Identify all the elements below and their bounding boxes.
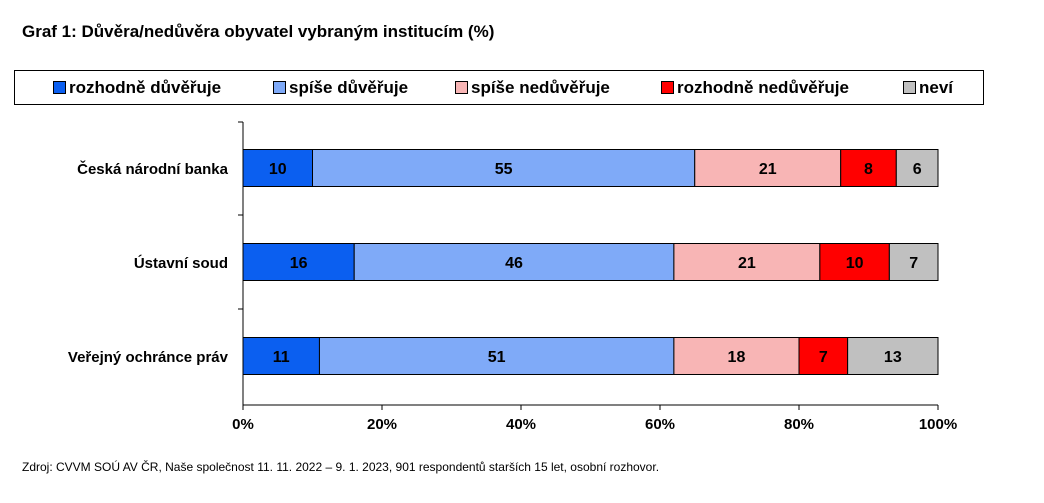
legend-label: rozhodně nedůvěřuje (677, 77, 849, 97)
bar-value-label: 18 (728, 349, 746, 366)
legend-swatch (903, 81, 916, 94)
chart-title: Graf 1: Důvěra/nedůvěra obyvatel vybraný… (22, 22, 495, 41)
legend-item: neví (903, 71, 953, 104)
legend-item: spíše nedůvěřuje (455, 71, 610, 104)
bar-segment (673, 243, 821, 281)
legend-label: rozhodně důvěřuje (69, 77, 222, 97)
category-label: Česká národní banka (77, 160, 229, 178)
bar-value-label: 13 (884, 349, 902, 366)
bar-segment (888, 243, 939, 281)
bar-segment (353, 243, 675, 281)
bar-segment (318, 337, 675, 375)
x-tick-label: 20% (367, 416, 397, 433)
bar-value-label: 55 (495, 161, 513, 178)
bar-segment (673, 337, 800, 375)
bar-value-label: 7 (909, 255, 918, 272)
legend-item: spíše důvěřuje (273, 71, 408, 104)
bar-value-label: 11 (273, 349, 290, 366)
x-tick-label: 60% (645, 416, 675, 433)
category-label: Ústavní soud (134, 254, 228, 272)
bar-segment (242, 243, 355, 281)
x-tick-label: 40% (506, 416, 536, 433)
legend-swatch (455, 81, 468, 94)
legend-label: neví (919, 77, 954, 97)
bar-segment (895, 149, 939, 187)
bar-segment (840, 149, 897, 187)
legend-item: rozhodně nedůvěřuje (661, 71, 849, 104)
bar-value-label: 10 (846, 255, 864, 272)
x-tick-label: 100% (919, 416, 957, 433)
bar-segment (819, 243, 890, 281)
x-tick-label: 80% (784, 416, 814, 433)
bar-value-label: 46 (505, 255, 523, 272)
legend-item: rozhodně důvěřuje (53, 71, 221, 104)
legend-swatch (53, 81, 66, 94)
bar-segment (847, 337, 939, 375)
source-note: Zdroj: CVVM SOÚ AV ČR, Naše společnost 1… (22, 460, 660, 474)
legend-label: spíše důvěřuje (289, 77, 409, 97)
bar-value-label: 10 (269, 161, 287, 178)
legend: rozhodně důvěřuje spíše důvěřuje spíše ned… (14, 70, 984, 105)
bar-segment (798, 337, 849, 375)
legend-label: spíše nedůvěřuje (471, 77, 610, 97)
bar-value-label: 6 (913, 161, 922, 178)
category-label: Veřejný ochránce práv (68, 349, 229, 366)
legend-swatch (661, 81, 674, 94)
bar-value-label: 51 (488, 349, 506, 366)
bar-segment (312, 149, 696, 187)
bar-value-label: 16 (290, 255, 308, 272)
bar-value-label: 8 (864, 161, 873, 178)
bar-value-label: 21 (738, 255, 756, 272)
legend-swatch (273, 81, 286, 94)
bar-value-label: 21 (759, 161, 777, 178)
x-tick-label: 0% (232, 416, 254, 433)
bar-value-label: 7 (819, 349, 828, 366)
